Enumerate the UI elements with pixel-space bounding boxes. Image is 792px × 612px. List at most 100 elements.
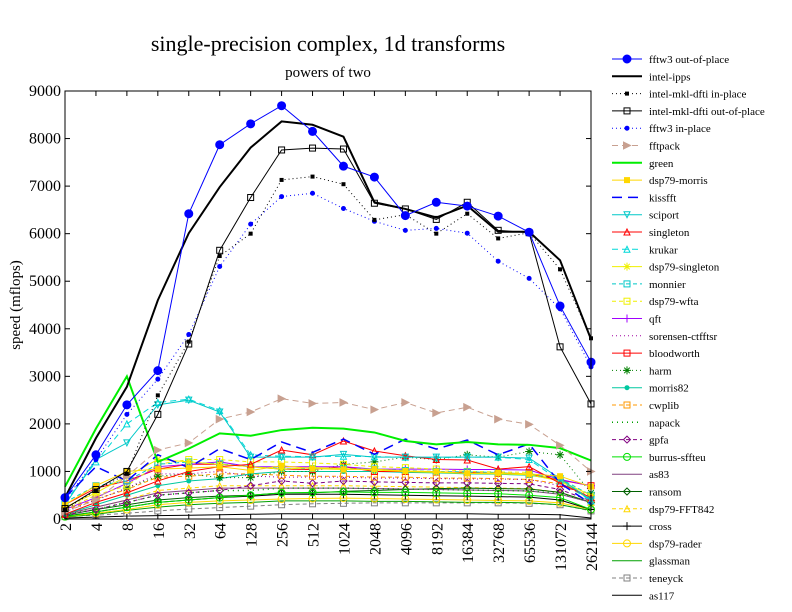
series-line-intel-ipps <box>64 120 592 499</box>
legend-label: green <box>649 158 674 170</box>
data-point <box>558 267 563 272</box>
data-point <box>341 182 346 187</box>
data-point <box>432 478 441 488</box>
legend-item-intel-mkl-dfti-in-place: intel-mkl-dfti in-place <box>612 89 747 101</box>
data-point <box>433 225 439 231</box>
legend-label: teneyck <box>649 573 684 585</box>
data-point <box>493 211 503 221</box>
data-point <box>493 484 503 493</box>
data-point <box>215 408 224 417</box>
series-intel-ipps <box>64 120 592 499</box>
x-tick-label: 8192 <box>429 523 446 555</box>
data-point <box>278 462 285 469</box>
data-point <box>308 450 317 459</box>
legend-marker <box>623 366 631 375</box>
legend-item-dsp79-wfta: dsp79-wfta <box>612 296 699 308</box>
legend-item-fftw3-in-place: fftw3 in-place <box>612 123 711 135</box>
data-point <box>556 440 565 450</box>
data-point <box>247 194 255 202</box>
series-line-fftw3-in-place <box>64 192 592 501</box>
data-point <box>92 486 100 494</box>
series-line-dsp79-rader <box>64 497 592 518</box>
data-point <box>525 447 534 456</box>
series-dsp79-wfta <box>61 456 595 513</box>
data-point <box>217 254 222 259</box>
legend-label: kissfft <box>649 192 676 204</box>
legend-marker <box>623 227 631 236</box>
data-point <box>122 400 132 410</box>
legend-marker <box>623 539 631 548</box>
legend-marker <box>623 107 631 115</box>
legend-item-dsp79-singleton: dsp79-singleton <box>612 262 720 274</box>
legend-item-dsp79-rader: dsp79-rader <box>612 538 702 550</box>
data-point <box>339 436 348 445</box>
series-as117 <box>64 513 592 519</box>
data-point <box>153 366 163 376</box>
data-point <box>215 481 224 490</box>
data-point <box>277 488 286 497</box>
legend-label: fftw3 out-of-place <box>649 54 729 66</box>
data-point <box>123 439 131 448</box>
y-tick-label: 8000 <box>29 131 61 148</box>
legend-marker <box>623 141 632 150</box>
data-point <box>308 488 317 497</box>
data-point <box>153 491 163 500</box>
legend-label: krukar <box>649 244 678 256</box>
data-point <box>246 462 255 471</box>
data-point <box>462 201 472 211</box>
legend-label: fftw3 in-place <box>649 123 711 135</box>
data-point <box>464 470 471 477</box>
legend-label: burrus-sffteu <box>649 452 706 464</box>
series-line-cwplib <box>64 473 592 511</box>
data-point <box>123 419 131 428</box>
series-line-intel-mkl-dfti-in-place <box>64 176 592 510</box>
legend-label: harm <box>649 365 672 377</box>
data-point <box>216 463 223 470</box>
series-line-dsp79-morris <box>64 465 592 506</box>
data-point <box>309 144 317 152</box>
data-point <box>247 467 254 474</box>
legend-marker <box>624 125 630 131</box>
data-point <box>91 450 101 460</box>
data-point <box>525 454 533 463</box>
data-point <box>154 401 162 409</box>
legend-marker <box>624 385 630 391</box>
data-point <box>155 393 160 398</box>
series-burrus-sffteu <box>61 487 595 521</box>
x-tick-label: 16384 <box>460 523 477 563</box>
x-tick-label: 32768 <box>491 523 508 563</box>
legend-item-sorensen-ctfftsr: sorensen-ctfftsr <box>612 331 718 343</box>
data-point <box>184 396 193 405</box>
data-point <box>124 471 129 476</box>
data-point <box>525 420 534 429</box>
legend-marker <box>623 280 631 288</box>
data-point <box>186 339 191 344</box>
series-green <box>64 373 592 488</box>
series-line-kissfft <box>64 438 592 505</box>
data-point <box>556 343 564 351</box>
data-point <box>92 482 99 489</box>
legend-label: intel-mkl-dfti in-place <box>649 89 747 101</box>
y-tick-label: 3000 <box>29 368 61 385</box>
data-point <box>338 161 348 171</box>
data-point <box>494 453 502 462</box>
data-point <box>246 119 256 129</box>
data-point <box>215 140 225 150</box>
data-point <box>185 465 192 472</box>
data-point <box>525 491 534 500</box>
legend-item-intel-ipps: intel-ipps <box>612 71 691 83</box>
legend-item-green: green <box>612 158 674 170</box>
data-point <box>463 453 472 462</box>
legend-marker <box>623 262 631 271</box>
data-point <box>91 505 101 514</box>
data-point <box>494 414 503 424</box>
data-point <box>556 493 565 502</box>
plot-frame <box>64 90 592 520</box>
legend-label: napack <box>649 417 681 429</box>
data-point <box>154 476 162 485</box>
legend-marker <box>625 91 629 96</box>
data-point <box>217 263 223 269</box>
data-point <box>184 467 193 475</box>
x-tick-label: 8 <box>120 523 137 531</box>
legend-item-qft: qft <box>612 314 661 326</box>
